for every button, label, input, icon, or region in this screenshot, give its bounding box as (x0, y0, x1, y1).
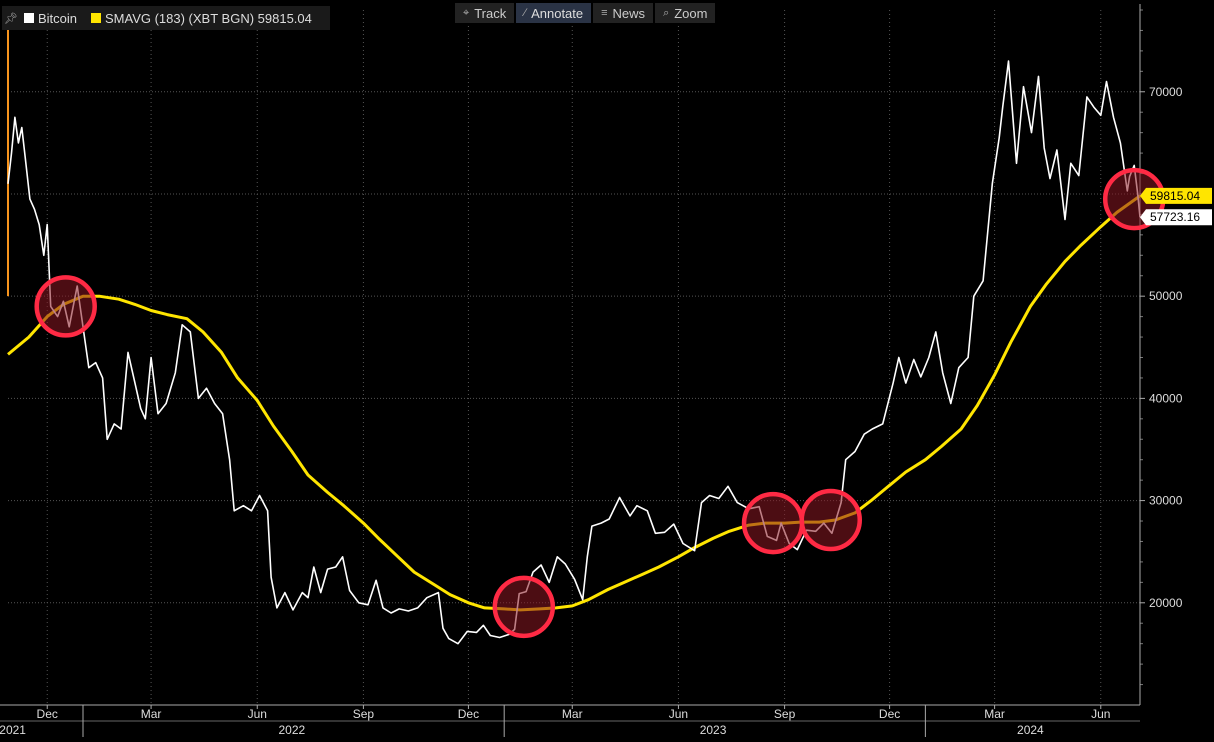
chart-legend: 📌︎ Bitcoin SMAVG (183) (XBT BGN) 59815.0… (2, 6, 330, 30)
news-label: News (612, 5, 646, 21)
sma-series-line (7, 194, 1141, 612)
highlight-circle (741, 491, 805, 555)
track-button[interactable]: ⌖ Track (455, 3, 515, 23)
news-button[interactable]: ≡ News (593, 3, 654, 23)
x-month-label: Dec (458, 707, 479, 721)
sma-last-value-tag: 59815.04 (1140, 187, 1212, 204)
x-month-label: Dec (879, 707, 900, 721)
legend-label-bitcoin: Bitcoin (37, 10, 77, 26)
x-month-label: Sep (353, 707, 375, 721)
legend-label-smavg: SMAVG (183) (XBT BGN) 59815.04 (105, 10, 312, 26)
annotate-label: Annotate (531, 5, 584, 21)
y-tick-label: 20000 (1149, 596, 1183, 610)
bitcoin-series-line (7, 60, 1141, 645)
highlight-circle (492, 575, 556, 639)
pencil-icon: ∕ (524, 7, 527, 19)
bitcoin-last-value-tag: 57723.16 (1140, 209, 1212, 226)
sma-last-value-tag-bg (1140, 187, 1212, 204)
bitcoin-last-value-tag-text: 57723.16 (1150, 210, 1200, 224)
sma-last-value-tag-text: 59815.04 (1150, 189, 1200, 203)
legend-swatch-bitcoin (23, 13, 34, 23)
zoom-label: Zoom (674, 5, 708, 21)
track-label: Track (474, 5, 507, 21)
x-year-label: 2024 (1017, 723, 1044, 737)
x-month-label: Jun (669, 707, 688, 721)
x-month-label: Mar (141, 707, 162, 721)
magnifier-icon: ⌕ (663, 6, 670, 19)
zoom-button[interactable]: ⌕ Zoom (655, 3, 716, 23)
y-tick-label: 70000 (1149, 85, 1183, 99)
x-year-label: 2022 (279, 723, 306, 737)
news-icon: ≡ (601, 7, 608, 19)
highlight-circle (799, 488, 862, 552)
x-year-label: 2023 (700, 723, 727, 737)
annotate-button[interactable]: ∕ Annotate (516, 3, 592, 23)
x-month-label: Sep (774, 707, 796, 721)
chart-toolbar: ⌖ Track ∕ Annotate ≡ News ⌕ Zoom (455, 3, 716, 23)
x-month-label: Jun (1091, 707, 1110, 721)
pin-icon[interactable]: 📌︎ (4, 12, 18, 25)
legend-item-smavg[interactable]: SMAVG (183) (XBT BGN) 59815.04 (91, 11, 312, 26)
x-month-label: Mar (562, 707, 583, 721)
y-tick-label: 50000 (1149, 289, 1183, 303)
x-month-label: Dec (37, 707, 58, 721)
legend-swatch-smavg (91, 13, 101, 23)
bitcoin-last-value-tag-bg (1140, 209, 1212, 226)
crosshair-icon: ⌖ (463, 6, 470, 19)
x-month-label: Jun (248, 707, 267, 721)
highlight-circle (34, 275, 97, 338)
x-year-label: 2021 (0, 723, 26, 737)
y-tick-label: 30000 (1149, 494, 1183, 508)
legend-item-bitcoin[interactable]: Bitcoin (23, 10, 77, 26)
x-month-label: Mar (984, 707, 1005, 721)
y-tick-label: 40000 (1149, 391, 1183, 405)
